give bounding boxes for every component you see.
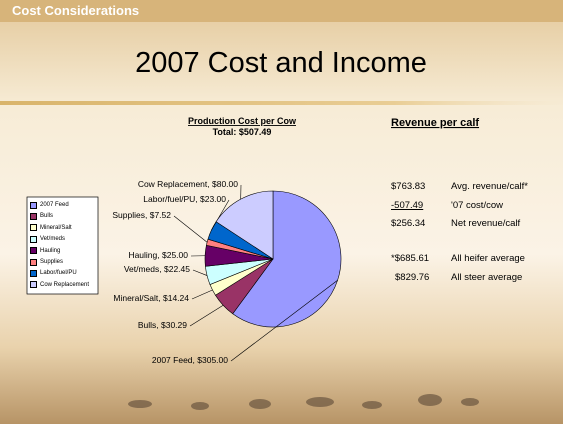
legend-label: Hauling <box>40 247 61 254</box>
header-bar <box>0 0 563 22</box>
data-label-value: $30.29 <box>161 320 187 330</box>
legend-entry: Labor/fuel/PU <box>30 268 77 278</box>
data-label: Hauling$25.00 <box>128 250 188 260</box>
legend-swatch <box>30 281 37 289</box>
revenue-amount: $829.76 <box>395 272 429 283</box>
revenue-description: '07 cost/cow <box>451 200 503 211</box>
section-title: Cost Considerations <box>12 3 139 18</box>
legend-label: Labor/fuel/PU <box>40 270 77 277</box>
data-label-value: $305.00 <box>197 355 228 365</box>
legend-entry: 2007 Feed <box>30 200 69 210</box>
revenue-title: Revenue per calf <box>391 117 479 129</box>
legend-entry: Hauling <box>30 246 60 256</box>
data-label-category: Supplies <box>112 210 149 220</box>
legend-label: Supplies <box>40 259 64 265</box>
legend-swatch <box>30 235 37 243</box>
revenue-description-text: All steer average <box>451 272 523 283</box>
legend-label: Cow Replacement <box>40 281 90 288</box>
legend-swatch <box>30 212 37 220</box>
legend-entry: Bulls <box>30 211 53 221</box>
leader-line <box>230 279 338 362</box>
revenue-amount-text: -507.49 <box>391 200 424 211</box>
revenue-description: Avg. revenue/calf* <box>451 181 528 192</box>
data-label: Mineral/Salt$14.24 <box>113 293 189 303</box>
revenue-description: All steer average <box>451 272 522 283</box>
data-label: 2007 Feed$305.00 <box>152 355 228 365</box>
revenue-description: Net revenue/calf <box>451 218 520 229</box>
herd-silhouette <box>128 394 479 410</box>
legend-entry: Cow Replacement <box>30 280 89 290</box>
legend-entry: Vet/meds <box>30 234 65 244</box>
data-label: Bulls$30.29 <box>138 320 187 330</box>
leader-line <box>191 289 213 300</box>
data-label-value: $7.52 <box>149 210 171 220</box>
leader-line <box>211 199 230 231</box>
data-label: Cow Replacement$80.00 <box>138 179 238 189</box>
legend-entry: Supplies <box>30 257 63 267</box>
data-label-category: Cow Replacement <box>138 179 212 189</box>
legend-swatch <box>30 269 37 277</box>
legend-label: Bulls <box>40 213 54 220</box>
revenue-amount-text: $256.34 <box>391 218 426 229</box>
data-label-category: Bulls <box>138 320 161 330</box>
chart-subtitle: Total: $507.49 <box>213 127 272 137</box>
data-label-value: $80.00 <box>212 179 238 189</box>
legend-swatch <box>30 247 37 255</box>
revenue-description: All heifer average <box>451 253 525 264</box>
revenue-amount: $256.34 <box>391 218 425 229</box>
revenue-description-text: '07 cost/cow <box>451 200 503 211</box>
legend-swatch <box>30 201 37 209</box>
data-label: Labor/fuel/PU$23.00 <box>143 194 226 204</box>
leader-line <box>189 305 224 327</box>
divider <box>0 101 563 105</box>
data-label-value: $25.00 <box>162 250 188 260</box>
revenue-description-text: All heifer average <box>451 253 525 264</box>
legend-entry: Mineral/Salt <box>30 223 72 233</box>
leader-line <box>192 269 208 276</box>
revenue-amount: $763.83 <box>391 181 425 192</box>
chart-title: Production Cost per Cow <box>188 116 297 126</box>
data-label: Vet/meds$22.45 <box>124 264 190 274</box>
data-label-category: Mineral/Salt <box>113 293 163 303</box>
data-label-category: Labor/fuel/PU <box>143 194 200 204</box>
leader-line <box>173 215 208 243</box>
data-label-category: 2007 Feed <box>152 355 197 365</box>
revenue-amount-text: $763.83 <box>391 181 426 192</box>
legend-swatch <box>30 224 37 232</box>
legend-label: Mineral/Salt <box>40 224 72 231</box>
revenue-amount: *$685.61 <box>391 253 429 264</box>
revenue-amount-text: *$685.61 <box>391 253 430 264</box>
revenue-amount: -507.49 <box>391 200 423 211</box>
data-label-category: Vet/meds <box>124 264 164 274</box>
data-label-value: $23.00 <box>200 194 226 204</box>
legend-swatch <box>30 258 37 266</box>
data-label: Supplies$7.52 <box>112 210 171 220</box>
revenue-description-text: Net revenue/calf <box>451 218 521 229</box>
data-label-value: $14.24 <box>163 293 189 303</box>
legend-label: 2007 Feed <box>40 202 69 208</box>
legend-label: Vet/meds <box>40 236 66 243</box>
slide-title: 2007 Cost and Income <box>135 47 427 79</box>
legend-box <box>26 196 99 295</box>
revenue-description-text: Avg. revenue/calf* <box>451 181 528 192</box>
data-label-value: $22.45 <box>164 264 190 274</box>
revenue-amount-text: $829.76 <box>395 272 430 283</box>
data-label-category: Hauling <box>128 250 162 260</box>
